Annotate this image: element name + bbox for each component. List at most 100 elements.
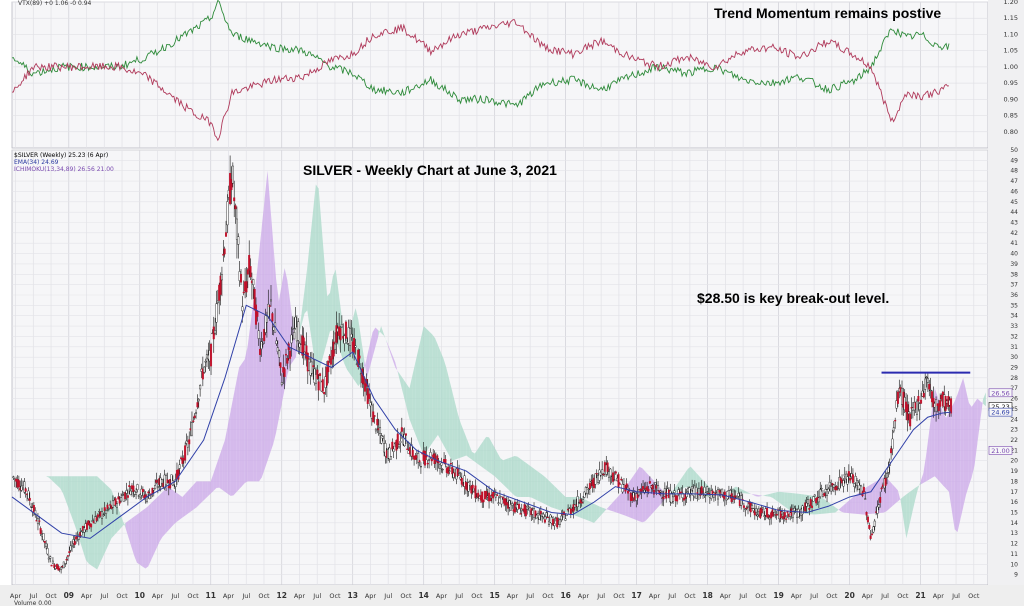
price-tick-label: 37 [1010,282,1018,289]
ichimoku-cloud-segment [440,351,444,446]
ichimoku-cloud-segment [852,495,856,514]
candle-body [312,365,315,368]
ichimoku-cloud-segment [761,495,765,496]
candle-body [380,435,383,444]
indicator-tick-label: 1.00 [1004,63,1018,71]
ichimoku-cloud-segment [954,394,958,533]
candle-body [259,349,262,355]
candle-body [126,495,129,498]
candle-body [441,468,444,471]
ichimoku-cloud-segment [321,224,325,363]
candle-body [657,485,660,491]
time-tick-label: Apr [223,592,235,600]
ichimoku-cloud-segment [466,437,470,458]
ichimoku-cloud-segment [537,471,541,502]
candle-body [471,484,474,489]
price-axis-strip [988,0,1024,606]
candle-body [817,497,820,503]
candle-body [873,520,876,527]
indicator-tick-label: 1.05 [1004,47,1018,55]
ichimoku-cloud-segment [202,481,206,502]
candle-body [20,485,23,491]
ema-line [11,304,952,539]
candle-body [201,368,204,380]
ichimoku-cloud-segment [869,483,873,515]
ichimoku-cloud-segment [176,492,180,522]
candle-body [310,361,313,374]
ichimoku-cloud-segment [165,486,169,534]
candle-body [276,347,279,352]
ichimoku-cloud-segment [940,404,944,486]
candle-body [894,420,897,422]
candle-body [651,484,654,490]
ichimoku-cloud-segment [960,377,964,520]
candle-body [688,487,691,495]
candle-body [470,486,473,494]
ichimoku-cloud-segment [381,326,384,336]
ichimoku-cloud-segment [542,475,546,505]
candle-body [534,510,537,517]
ichimoku-cloud-segment [926,432,930,482]
ichimoku-cloud-segment [71,476,75,525]
ichimoku-cloud-segment [480,441,484,468]
candle-body [714,492,717,496]
ichimoku-cloud-segment [613,498,617,513]
ichimoku-cloud-segment [400,375,404,397]
candle-body [147,491,150,494]
time-tick-label: Apr [365,592,377,600]
ichimoku-cloud-segment [849,497,853,514]
ichimoku-cloud-segment [159,492,163,542]
candle-body [782,516,785,519]
candle-body [151,487,154,494]
candle-body [193,415,196,419]
candle-body [177,469,180,480]
candle-body [745,507,748,509]
candle-body [419,466,422,468]
candle-body [922,392,925,398]
ichimoku-cloud-segment [153,497,157,554]
candle-body [271,313,274,322]
ichimoku-cloud-segment [858,491,861,515]
candle-body [625,483,628,488]
ichimoku-cloud-segment [755,494,759,497]
candle-body [768,517,771,520]
candle-body [706,486,709,492]
candle-body [115,503,118,508]
ichimoku-cloud-segment [471,451,475,462]
time-tick-label: 11 [206,591,216,600]
candle-body [879,497,882,503]
ichimoku-legend: ICHIMOKU(13,34,89) 26.56 21.00 [14,166,114,173]
candle-body [854,476,857,483]
candle-body [155,480,158,483]
ichimoku-cloud-segment [931,388,935,478]
time-tick-label: 14 [418,591,428,600]
candle-body [937,403,940,411]
candle-body [761,507,764,510]
ichimoku-cloud-segment [500,458,504,485]
candle-body [128,485,131,487]
indicator-tick-label: 0.85 [1004,112,1018,120]
ichimoku-cloud-segment [687,466,691,489]
ichimoku-cloud-segment [307,239,311,330]
candle-body [253,288,256,311]
ichimoku-cloud-segment [454,402,458,460]
ichimoku-cloud-segment [48,476,52,481]
price-tick-label: 32 [1010,333,1018,340]
candle-body [763,515,766,517]
candle-body [66,555,69,557]
ichimoku-cloud-segment [142,508,146,569]
ichimoku-cloud-segment [386,341,390,351]
candle-body [353,338,356,353]
indicator-tick-label: 1.20 [1004,0,1018,6]
candle-body [117,496,120,500]
time-tick-label: Oct [826,592,838,600]
candle-body [364,383,367,392]
time-tick-label: 16 [560,591,570,600]
ichimoku-cloud-segment [855,493,859,515]
candle-body [640,489,643,492]
candle-body [96,514,99,518]
candle-body [252,279,255,285]
candle-body [500,496,503,505]
ichimoku-cloud-segment [398,371,401,386]
candle-body [411,449,414,457]
